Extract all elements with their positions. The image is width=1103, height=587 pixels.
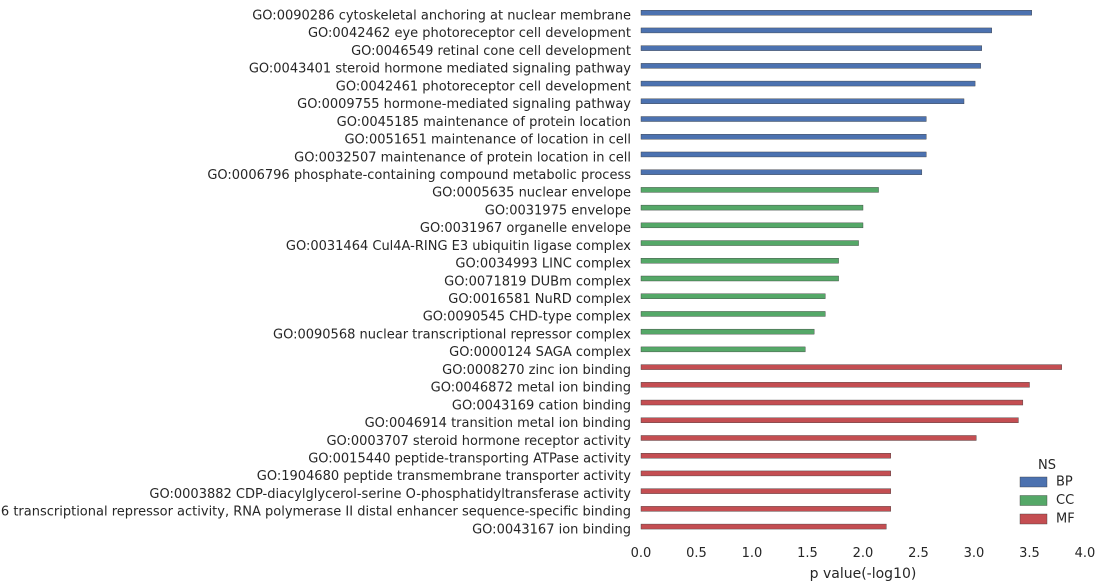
- legend: NS BP CC MF: [1019, 458, 1075, 527]
- category-label: GO:0042461 photoreceptor cell developmen…: [336, 79, 631, 94]
- category-labels: GO:0090286 cytoskeletal anchoring at nuc…: [0, 9, 631, 538]
- legend-label-bp: BP: [1056, 475, 1073, 490]
- bar-mf: [640, 382, 1030, 388]
- category-label: GO:0045185 maintenance of protein locati…: [337, 115, 631, 130]
- bar-bp: [640, 9, 1032, 16]
- bar-cc: [640, 187, 879, 193]
- category-label: GO:0006796 phosphate-containing compound…: [207, 168, 631, 183]
- category-label: GO:0003707 steroid hormone receptor acti…: [326, 434, 631, 449]
- bar-mf: [640, 399, 1024, 406]
- category-label: GO:0043401 steroid hormone mediated sign…: [249, 62, 631, 77]
- bar-mf: [640, 364, 1062, 370]
- bar-bp: [640, 98, 965, 105]
- category-label: GO:0009755 hormone-mediated signaling pa…: [297, 97, 631, 112]
- category-label: GO:0046549 retinal cone cell development: [351, 44, 631, 59]
- bar-bp: [640, 63, 981, 69]
- x-axis: 0.0 0.5 1.0 1.5 2.0 2.5 3.0 3.5 4.0: [631, 546, 1096, 561]
- bar-mf: [640, 435, 977, 441]
- bar-bp: [640, 151, 927, 158]
- category-label: GO:0034993 LINC complex: [455, 257, 631, 272]
- category-label: GO:0005635 nuclear envelope: [432, 186, 631, 201]
- bar-cc: [640, 293, 826, 299]
- x-tick-label: 1.0: [742, 546, 763, 561]
- category-label: GO:0031975 envelope: [485, 203, 631, 218]
- category-label: GO:0016581 NuRD complex: [448, 292, 631, 307]
- bar-mf: [640, 488, 891, 494]
- category-label: GO:0001206 transcriptional repressor act…: [0, 505, 631, 520]
- x-tick-label: 4.0: [1075, 546, 1096, 561]
- bar-cc: [640, 328, 815, 335]
- category-label: GO:0042462 eye photoreceptor cell develo…: [308, 26, 631, 41]
- x-tick-label: 1.5: [797, 546, 818, 561]
- bar-cc: [640, 346, 806, 353]
- category-label: GO:0000124 SAGA complex: [449, 345, 631, 360]
- category-label: GO:0043169 cation binding: [452, 398, 631, 413]
- bar-bp: [640, 116, 927, 122]
- legend-swatch-cc: [1019, 495, 1048, 506]
- category-label: GO:1904680 peptide transmembrane transpo…: [257, 469, 632, 484]
- category-label: GO:0071819 DUBm complex: [444, 274, 631, 289]
- x-tick-label: 2.5: [908, 546, 929, 561]
- category-label: GO:0003882 CDP-diacylglycerol-serine O-p…: [149, 487, 631, 502]
- category-label: GO:0008270 zinc ion binding: [442, 363, 631, 378]
- category-label: GO:0046872 metal ion binding: [431, 381, 631, 396]
- x-axis-title: p value(-log10): [810, 566, 917, 582]
- bar-mf: [640, 470, 891, 477]
- legend-title: NS: [1038, 458, 1056, 473]
- legend-label-mf: MF: [1056, 512, 1075, 527]
- bar-mf: [640, 453, 891, 459]
- bar-bp: [640, 80, 976, 87]
- bar-cc: [640, 204, 864, 211]
- bar-cc: [640, 311, 826, 317]
- bar-cc: [640, 275, 839, 282]
- x-tick-label: 3.5: [1019, 546, 1040, 561]
- bar-cc: [640, 240, 859, 246]
- x-tick-label: 2.0: [853, 546, 874, 561]
- category-label: GO:0043167 ion binding: [472, 522, 631, 537]
- category-label: GO:0051651 maintenance of location in ce…: [344, 133, 631, 148]
- bar-bp: [640, 169, 923, 175]
- bar-bp: [640, 27, 992, 34]
- category-label: GO:0090286 cytoskeletal anchoring at nuc…: [252, 9, 631, 24]
- category-label: GO:0046914 transition metal ion binding: [365, 416, 631, 431]
- category-label: GO:0090545 CHD-type complex: [423, 310, 632, 325]
- x-tick-label: 0.0: [631, 546, 652, 561]
- bar-bp: [640, 134, 927, 140]
- bar-mf: [640, 417, 1019, 423]
- category-label: GO:0090568 nuclear transcriptional repre…: [273, 327, 631, 342]
- category-label: GO:0031967 organelle envelope: [420, 221, 631, 236]
- bars: [640, 9, 1062, 530]
- bar-bp: [640, 45, 982, 51]
- legend-swatch-bp: [1019, 476, 1048, 488]
- x-tick-label: 3.0: [964, 546, 985, 561]
- legend-label-cc: CC: [1056, 493, 1074, 508]
- category-label: GO:0032507 maintenance of protein locati…: [294, 150, 631, 165]
- bar-cc: [640, 222, 864, 229]
- x-tick-label: 0.5: [686, 546, 707, 561]
- bar-cc: [640, 258, 839, 264]
- category-label: GO:0031464 Cul4A-RING E3 ubiquitin ligas…: [286, 239, 631, 254]
- bar-mf: [640, 523, 887, 530]
- bar-mf: [640, 506, 891, 512]
- legend-swatch-mf: [1019, 513, 1048, 525]
- category-label: GO:0015440 peptide-transporting ATPase a…: [308, 452, 631, 467]
